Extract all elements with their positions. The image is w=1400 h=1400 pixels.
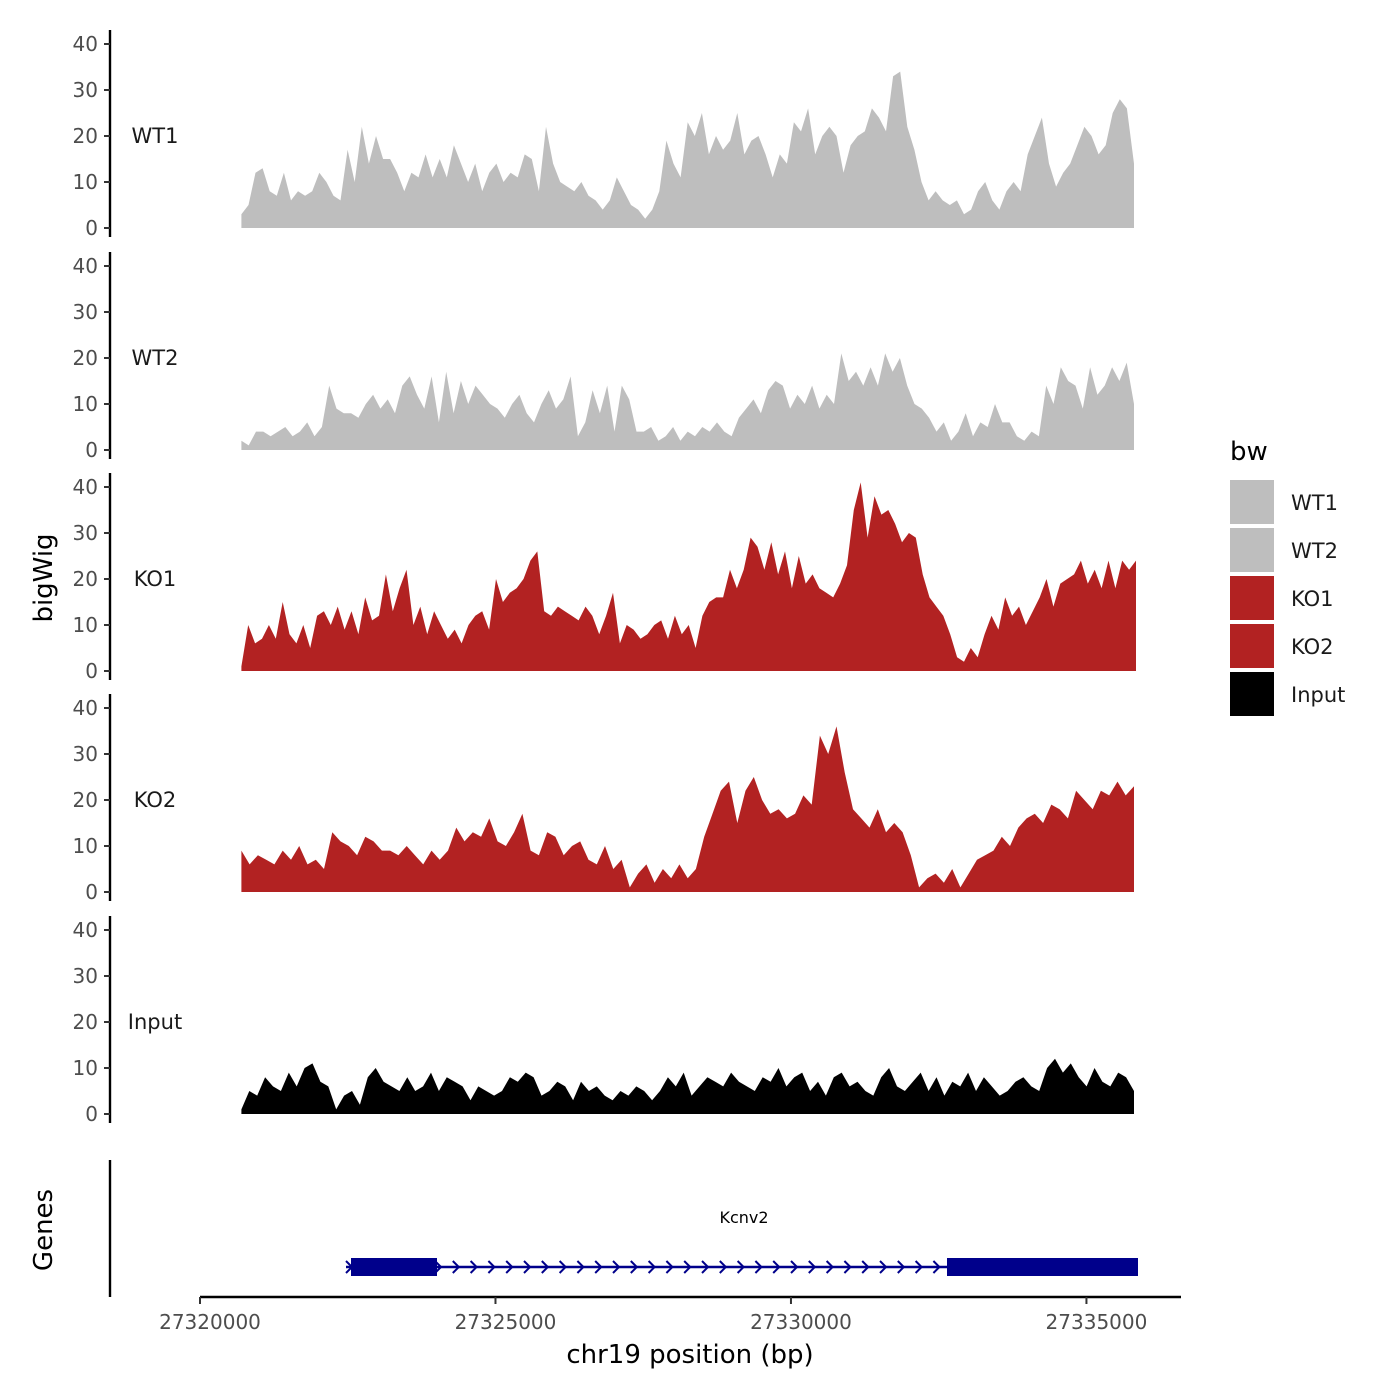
y-tick-label: 20	[73, 346, 98, 370]
y-tick-label: 30	[73, 78, 98, 102]
track-panel-wt1: 0 10 20 30 40 WT1	[73, 30, 1134, 240]
y-tick-label: 0	[85, 216, 98, 240]
signal-area-ko2	[241, 726, 1134, 892]
strand-chevron	[736, 1260, 746, 1274]
track-panels: 0 10 20 30 40 WT1 0 10 20 30 40 WT2 0 10 20 30 40 KO1 0 10 2…	[73, 30, 1136, 1126]
strand-chevron	[630, 1260, 639, 1274]
strand-chevron	[843, 1260, 852, 1274]
track-label-input: Input	[128, 1010, 182, 1034]
x-tick-label: 27335000	[1046, 1310, 1148, 1334]
y-tick-label: 20	[73, 1010, 98, 1034]
y-tick-label: 10	[73, 613, 98, 637]
y-tick-label: 10	[73, 392, 98, 416]
strand-chevron	[790, 1260, 799, 1274]
strand-chevron	[808, 1260, 817, 1274]
legend-label-ko1: KO1	[1291, 587, 1334, 611]
legend-label-ko2: KO2	[1291, 635, 1334, 659]
legend-label-input: Input	[1291, 683, 1345, 707]
strand-chevron	[701, 1260, 710, 1274]
track-panel-input: 0 10 20 30 40 Input	[73, 916, 1134, 1126]
gene-track-title: Genes	[29, 1189, 59, 1271]
x-tick-label: 27320000	[159, 1310, 261, 1334]
strand-chevron	[541, 1260, 550, 1274]
strand-chevron	[772, 1260, 781, 1274]
y-tick-label: 30	[73, 964, 98, 988]
legend-swatch-input	[1230, 672, 1274, 716]
y-axis-title: bigWig	[29, 533, 59, 622]
gene-exon-2	[947, 1258, 1138, 1276]
legend-swatch-ko1	[1230, 576, 1274, 620]
strand-chevron	[452, 1260, 461, 1274]
strand-chevron	[612, 1260, 621, 1274]
legend-label-wt1: WT1	[1291, 491, 1338, 515]
strand-chevron	[879, 1260, 888, 1274]
strand-chevron	[897, 1260, 906, 1274]
gene-name-label: Kcnv2	[719, 1208, 768, 1227]
legend-swatch-ko2	[1230, 624, 1274, 668]
y-tick-label: 40	[73, 696, 98, 720]
track-label-ko2: KO2	[134, 788, 177, 812]
strand-chevron	[487, 1260, 496, 1274]
x-tick-label: 27330000	[750, 1310, 852, 1334]
y-tick-label: 0	[85, 1102, 98, 1126]
legend-swatch-wt2	[1230, 528, 1274, 572]
y-tick-label: 40	[73, 918, 98, 942]
y-tick-label: 40	[73, 475, 98, 499]
track-label-ko1: KO1	[134, 567, 177, 591]
x-axis: 27320000 27325000 27330000 27335000	[159, 1295, 1181, 1334]
x-axis-title: chr19 position (bp)	[566, 1340, 813, 1370]
y-tick-label: 20	[73, 567, 98, 591]
strand-chevron	[932, 1260, 941, 1274]
y-tick-label: 20	[73, 788, 98, 812]
legend-label-wt2: WT2	[1291, 539, 1338, 563]
y-tick-label: 10	[73, 834, 98, 858]
strand-chevron	[594, 1260, 603, 1274]
signal-area-wt1	[241, 71, 1134, 228]
strand-chevron	[825, 1260, 835, 1274]
gene-exon-1	[351, 1258, 437, 1276]
strand-chevron	[683, 1260, 692, 1274]
y-tick-label: 20	[73, 124, 98, 148]
x-tick-label: 27325000	[455, 1310, 557, 1334]
strand-chevron	[754, 1260, 763, 1274]
y-tick-label: 0	[85, 880, 98, 904]
strand-chevron	[647, 1260, 657, 1274]
y-tick-label: 0	[85, 438, 98, 462]
signal-area-wt2	[241, 353, 1134, 450]
signal-area-input	[241, 1058, 1134, 1114]
strand-chevron	[469, 1260, 479, 1274]
strand-chevron	[861, 1260, 870, 1274]
strand-chevron	[558, 1260, 568, 1274]
legend-swatch-wt1	[1230, 480, 1274, 524]
legend: bw WT1 WT2 KO1 KO2 Input	[1230, 437, 1345, 716]
strand-chevron	[665, 1260, 674, 1274]
track-label-wt2: WT2	[132, 346, 179, 370]
y-tick-label: 40	[73, 254, 98, 278]
strand-chevron	[523, 1260, 532, 1274]
y-tick-label: 30	[73, 742, 98, 766]
signal-area-ko1	[241, 482, 1136, 671]
y-tick-label: 30	[73, 300, 98, 324]
y-tick-label: 10	[73, 170, 98, 194]
legend-title: bw	[1230, 437, 1268, 467]
strand-chevron	[914, 1260, 924, 1274]
track-panel-wt2: 0 10 20 30 40 WT2	[73, 252, 1134, 462]
gene-panel: Kcnv2	[108, 1160, 1138, 1297]
track-label-wt1: WT1	[132, 124, 179, 148]
strand-chevron	[505, 1260, 514, 1274]
strand-chevron	[719, 1260, 728, 1274]
y-tick-label: 40	[73, 32, 98, 56]
y-tick-label: 10	[73, 1056, 98, 1080]
track-panel-ko1: 0 10 20 30 40 KO1	[73, 473, 1136, 683]
strand-chevron	[576, 1260, 585, 1274]
track-panel-ko2: 0 10 20 30 40 KO2	[73, 694, 1134, 904]
y-tick-label: 30	[73, 521, 98, 545]
y-tick-label: 0	[85, 659, 98, 683]
